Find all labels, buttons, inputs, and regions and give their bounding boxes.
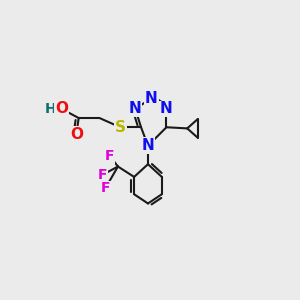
Text: N: N: [129, 101, 142, 116]
Text: O: O: [70, 127, 83, 142]
Text: F: F: [100, 182, 110, 196]
Text: N: N: [160, 101, 173, 116]
Text: S: S: [115, 120, 126, 135]
Text: F: F: [105, 149, 115, 163]
Text: N: N: [142, 138, 154, 153]
Text: O: O: [55, 101, 68, 116]
Text: H: H: [45, 102, 57, 116]
Text: N: N: [145, 91, 158, 106]
Text: F: F: [98, 168, 108, 182]
